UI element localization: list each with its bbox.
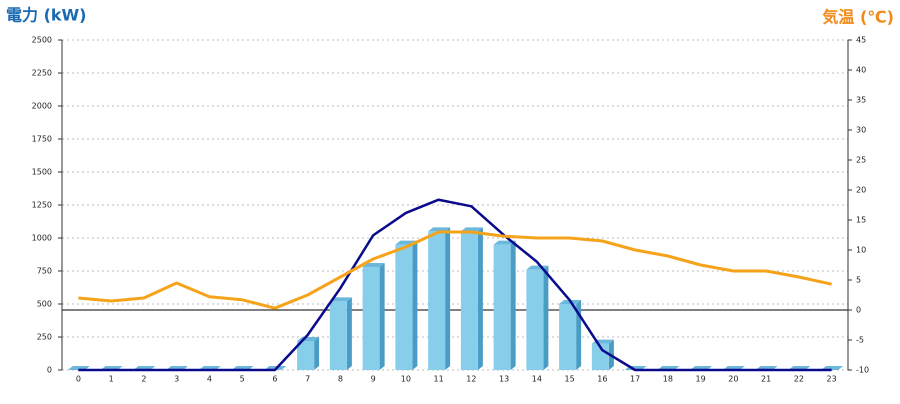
x-tick-label: 1	[109, 375, 114, 384]
y2-tick-label: 30	[856, 126, 866, 135]
line	[78, 230, 832, 310]
x-tick-label: 16	[597, 375, 607, 384]
x-tick-label: 0	[76, 375, 81, 384]
y2-tick-label: 45	[856, 36, 866, 45]
x-tick-label: 22	[794, 375, 804, 384]
y2-tick-label: 0	[856, 306, 861, 315]
x-tick-label: 6	[272, 375, 277, 384]
x-tick-label: 18	[663, 375, 673, 384]
x-tick-label: 14	[532, 375, 542, 384]
y2-tick-label: 25	[856, 156, 866, 165]
x-tick-label: 3	[174, 375, 179, 384]
x-tick-label: 9	[371, 375, 376, 384]
y2-tick-label: 10	[856, 246, 866, 255]
x-tick-label: 2	[141, 375, 146, 384]
y2-tick-label: 35	[856, 96, 866, 105]
x-tick-label: 11	[434, 375, 444, 384]
bar-side	[346, 297, 352, 370]
bar-side	[445, 227, 451, 370]
bar-top	[428, 227, 451, 232]
x-tick-label: 15	[565, 375, 575, 384]
y-tick-label: 1750	[32, 135, 52, 144]
x-tick-label: 4	[207, 375, 212, 384]
y-tick-label: 1250	[32, 201, 52, 210]
x-tick-label: 8	[338, 375, 343, 384]
bar-side	[412, 240, 418, 370]
bar	[297, 340, 315, 370]
y2-axis-title: 気温 (℃)	[822, 8, 894, 27]
bar	[493, 244, 511, 370]
y2-tick-label: 20	[856, 186, 866, 195]
bar	[460, 231, 478, 370]
x-tick-label: 7	[305, 375, 310, 384]
y2-tick-label: 40	[856, 66, 866, 75]
bar-side	[543, 265, 549, 370]
y-tick-label: 2500	[32, 36, 52, 45]
bar-side	[314, 336, 320, 370]
y-tick-label: 2000	[32, 102, 52, 111]
line	[78, 198, 832, 372]
y2-tick-label: 15	[856, 216, 866, 225]
y2-tick-label: -5	[856, 336, 864, 345]
bar	[559, 304, 577, 370]
bar-side	[510, 240, 516, 370]
x-tick-label: 20	[728, 375, 738, 384]
x-tick-label: 21	[761, 375, 771, 384]
bar-top	[329, 297, 352, 302]
x-tick-label: 13	[499, 375, 509, 384]
bar-top	[460, 227, 483, 232]
bar	[362, 267, 380, 370]
x-tick-label: 19	[696, 375, 706, 384]
y2-tick-label: 5	[856, 276, 861, 285]
y-tick-label: 1500	[32, 168, 52, 177]
x-tick-label: 23	[827, 375, 837, 384]
y-tick-label: 0	[47, 366, 52, 375]
x-tick-label: 17	[630, 375, 640, 384]
bar-top	[362, 263, 385, 268]
y2-tick-label: -10	[856, 366, 869, 375]
y-tick-label: 750	[37, 267, 52, 276]
y-tick-label: 250	[37, 333, 52, 342]
y-tick-label: 1000	[32, 234, 52, 243]
bar-side	[379, 263, 385, 370]
bar	[428, 231, 446, 370]
bar-side	[477, 227, 483, 370]
y-axis-title: 電力 (kW)	[6, 6, 87, 25]
bar	[526, 269, 544, 370]
bar	[395, 244, 413, 370]
bar	[329, 301, 347, 370]
y-tick-label: 2250	[32, 69, 52, 78]
x-tick-label: 12	[466, 375, 476, 384]
x-tick-label: 5	[240, 375, 245, 384]
y-tick-label: 500	[37, 300, 52, 309]
x-tick-label: 10	[401, 375, 411, 384]
